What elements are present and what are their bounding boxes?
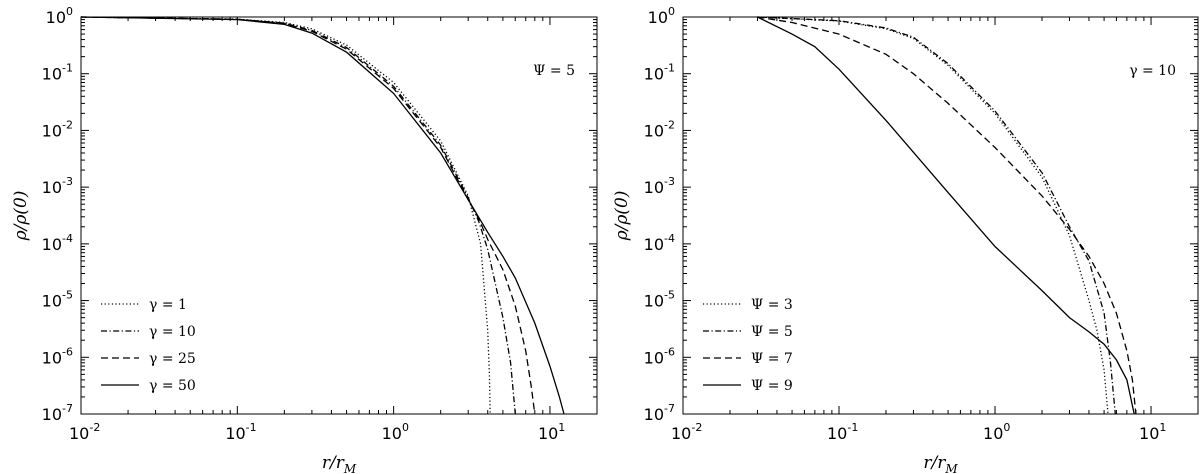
panel1-legend-label-2: γ = 10: [149, 324, 196, 340]
panel1-series-line-4: [80, 16, 565, 415]
panel1-y-tick-label: 10-1: [42, 62, 73, 84]
panel2-series-line-4: [757, 16, 1135, 415]
panel2-plot-frame: [682, 16, 1199, 415]
panel1-x-axis-label: r/rM: [322, 453, 357, 474]
panel1-y-tick-label: 10-5: [42, 289, 73, 311]
panel2-y-tick-label: 10-1: [644, 62, 675, 84]
panel1-y-tick-label: 10-4: [42, 232, 73, 254]
panel2-y-tick-label: 10-3: [644, 175, 675, 197]
panel1-x-tick-label: 101: [538, 421, 565, 443]
panel1-plot-frame: [80, 16, 598, 415]
panel2-series-line-2: [757, 16, 1116, 415]
panel2-legend-label-2: Ψ = 5: [751, 324, 793, 340]
panel2-legend-label-3: Ψ = 7: [751, 351, 793, 367]
panel2-series-line-1: [757, 16, 1109, 415]
panel2-y-axis-label: ρ/ρ(0): [612, 191, 632, 242]
panel2-y-tick-label: 10-7: [644, 402, 675, 424]
panel2-y-tick-label: 10-5: [644, 289, 675, 311]
panel1-y-tick-label: 10-6: [42, 345, 73, 367]
panel1-x-tick-label: 10-2: [69, 421, 100, 443]
panel1-annotation: Ψ = 5: [533, 63, 575, 79]
panel1-legend-label-3: γ = 25: [149, 351, 196, 367]
panel2-x-tick-label: 10-1: [827, 421, 858, 443]
panel1-x-tick-label: 100: [382, 421, 409, 443]
panel1-legend-label-1: γ = 1: [149, 297, 187, 313]
panel1-y-tick-label: 10-7: [42, 402, 73, 424]
panel1-y-tick-label: 10-2: [42, 118, 73, 140]
panel1-series-line-2: [80, 16, 516, 415]
panel1-legend-label-4: γ = 50: [149, 378, 196, 394]
panel2-y-tick-label: 10-6: [644, 345, 675, 367]
panel1-y-axis-label: ρ/ρ(0): [11, 191, 31, 242]
panel2-series-line-3: [757, 16, 1137, 415]
panel2-x-axis-label: r/rM: [923, 453, 958, 474]
panel2-annotation: γ = 10: [1129, 63, 1176, 79]
panel1-y-tick-label: 100: [46, 5, 73, 27]
panel2-y-tick-label: 100: [648, 5, 675, 27]
panel2-legend-label-1: Ψ = 3: [751, 297, 793, 313]
panel1-y-tick-label: 10-3: [42, 175, 73, 197]
panel2-x-tick-label: 101: [1139, 421, 1166, 443]
panel2-x-tick-label: 10-2: [671, 421, 702, 443]
panel2-legend-label-4: Ψ = 9: [751, 378, 793, 394]
panel1-series-line-1: [80, 16, 491, 415]
panel2-x-tick-label: 100: [983, 421, 1010, 443]
panel2-y-tick-label: 10-2: [644, 118, 675, 140]
panel1-x-tick-label: 10-1: [225, 421, 256, 443]
panel2-y-tick-label: 10-4: [644, 232, 675, 254]
